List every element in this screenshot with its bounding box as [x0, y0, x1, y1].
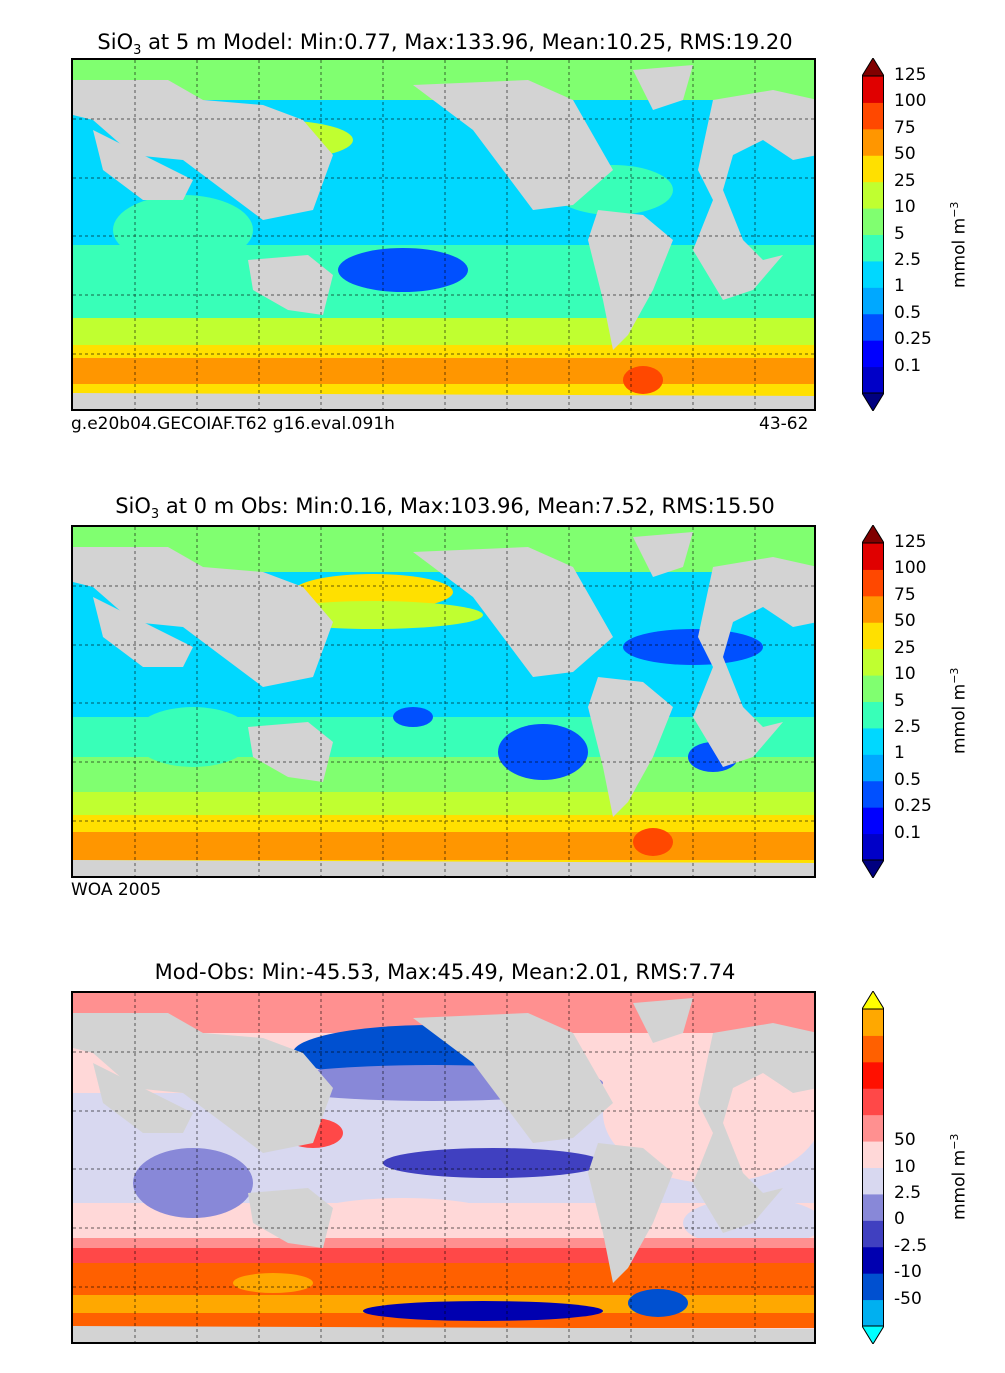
model-colorbar-segment [862, 128, 884, 156]
obs-colorbar-segment [862, 675, 884, 702]
diff-colorbar-segment [862, 1220, 884, 1248]
obs-colorbar-svg [861, 524, 885, 879]
model-colorbar-tick: 0.25 [894, 329, 932, 350]
diff-colorbar-frame [862, 1008, 884, 1327]
model-colorbar-tick: 75 [894, 117, 916, 138]
obs-panel-title: SiO3 at 0 m Obs: Min:0.16, Max:103.96, M… [115, 494, 775, 523]
obs-colorbar-segment [862, 807, 884, 835]
diff-colorbar-tick: 50 [894, 1130, 916, 1151]
diff-colorbar-segment [862, 1246, 884, 1274]
obs-colorbar-segment [862, 701, 884, 729]
obs-colorbar-tick: 25 [894, 637, 916, 658]
obs-colorbar-segment [862, 543, 884, 570]
model-colorbar-segment [862, 155, 884, 183]
model-map [71, 58, 816, 411]
model-colorbar-tick: 0.5 [894, 302, 922, 323]
obs-colorbar-frame [862, 542, 884, 861]
obs-colorbar-segment [862, 727, 884, 755]
model-colorbar-min-extend [861, 392, 885, 412]
obs-colorbar-segment [862, 569, 884, 597]
diff-colorbar-segment [862, 1088, 884, 1116]
model-colorbar-tick: 5 [894, 223, 905, 244]
diff-colorbar-segment [862, 1299, 884, 1327]
diff-colorbar-min-extend [861, 1325, 885, 1345]
obs-colorbar-tick: 5 [894, 690, 905, 711]
model-colorbar-tick: 10 [894, 197, 916, 218]
obs-colorbar-segment [862, 595, 884, 623]
diff-colorbar-unit: mmol m−3 [948, 1133, 970, 1220]
model-colorbar [861, 57, 885, 412]
model-colorbar-tick: 1 [894, 276, 905, 297]
diff-colorbar [861, 990, 885, 1345]
obs-colorbar-unit: mmol m−3 [948, 667, 970, 754]
diff-colorbar-segment [862, 1009, 884, 1036]
obs-colorbar-segment [862, 754, 884, 782]
obs-colorbar-tick: 0.25 [894, 796, 932, 817]
diff-colorbar-tick: 2.5 [894, 1182, 922, 1203]
diff-colorbar-svg [861, 990, 885, 1345]
diff-colorbar-segment [862, 1114, 884, 1142]
model-colorbar-segment [862, 287, 884, 315]
diff-colorbar-tick: 10 [894, 1156, 916, 1177]
model-colorbar-tick: 125 [894, 65, 927, 85]
diff-colorbar-segment [862, 1141, 884, 1168]
diff-colorbar-segment [862, 1273, 884, 1301]
model-colorbar-unit: mmol m−3 [948, 201, 970, 288]
model-colorbar-segment [862, 76, 884, 103]
diff-panel-title: Mod-Obs: Min:-45.53, Max:45.49, Mean:2.0… [154, 960, 736, 984]
model-colorbar-segment [862, 102, 884, 130]
obs-colorbar-tick: 125 [894, 532, 927, 552]
model-colorbar-tick: 0.1 [894, 355, 922, 376]
obs-map [71, 525, 816, 878]
diff-colorbar-tick: -10 [894, 1262, 922, 1283]
obs-colorbar-tick: 1 [894, 743, 905, 764]
obs-colorbar-max-extend [861, 524, 885, 544]
obs-colorbar-tick: 0.1 [894, 822, 922, 843]
obs-colorbar-tick: 2.5 [894, 716, 922, 737]
obs-colorbar-segment [862, 780, 884, 808]
model-colorbar-segment [862, 340, 884, 368]
diff-colorbar-max-extend [861, 990, 885, 1010]
model-colorbar-frame [862, 75, 884, 394]
obs-colorbar-segment [862, 648, 884, 676]
obs-colorbar-segment [862, 833, 884, 861]
diff-colorbar-segment [862, 1167, 884, 1195]
model-colorbar-segment [862, 208, 884, 235]
diff-colorbar-segment [862, 1061, 884, 1089]
diff-colorbar-segment [862, 1193, 884, 1221]
obs-colorbar-segment [862, 622, 884, 650]
obs-colorbar-tick: 50 [894, 611, 916, 632]
model-colorbar-segment [862, 181, 884, 209]
model-colorbar-segment [862, 366, 884, 394]
model-run-label: g.e20b04.GECOIAF.T62 g16.eval.091h [71, 414, 395, 434]
model-years-label: 43-62 [759, 414, 809, 434]
model-panel-title: SiO3 at 5 m Model: Min:0.77, Max:133.96,… [97, 30, 793, 59]
obs-colorbar-tick: 10 [894, 664, 916, 685]
obs-colorbar-tick: 75 [894, 584, 916, 605]
diff-colorbar-tick: 0 [894, 1209, 905, 1230]
model-colorbar-tick: 50 [894, 144, 916, 165]
model-colorbar-svg [861, 57, 885, 412]
diff-colorbar-tick: -50 [894, 1288, 922, 1309]
diff-colorbar-tick: -2.5 [894, 1235, 928, 1256]
model-colorbar-tick: 25 [894, 170, 916, 191]
diff-colorbar-segment [862, 1035, 884, 1063]
model-colorbar-tick: 2.5 [894, 249, 922, 270]
obs-colorbar-tick: 0.5 [894, 769, 922, 790]
model-colorbar-segment [862, 260, 884, 288]
diff-map [71, 991, 816, 1344]
obs-colorbar-min-extend [861, 859, 885, 879]
model-colorbar-segment [862, 313, 884, 341]
obs-colorbar [861, 524, 885, 879]
model-colorbar-tick: 100 [894, 91, 927, 112]
model-colorbar-segment [862, 234, 884, 262]
obs-colorbar-tick: 100 [894, 558, 927, 579]
model-colorbar-max-extend [861, 57, 885, 77]
obs-source-label: WOA 2005 [71, 880, 162, 900]
